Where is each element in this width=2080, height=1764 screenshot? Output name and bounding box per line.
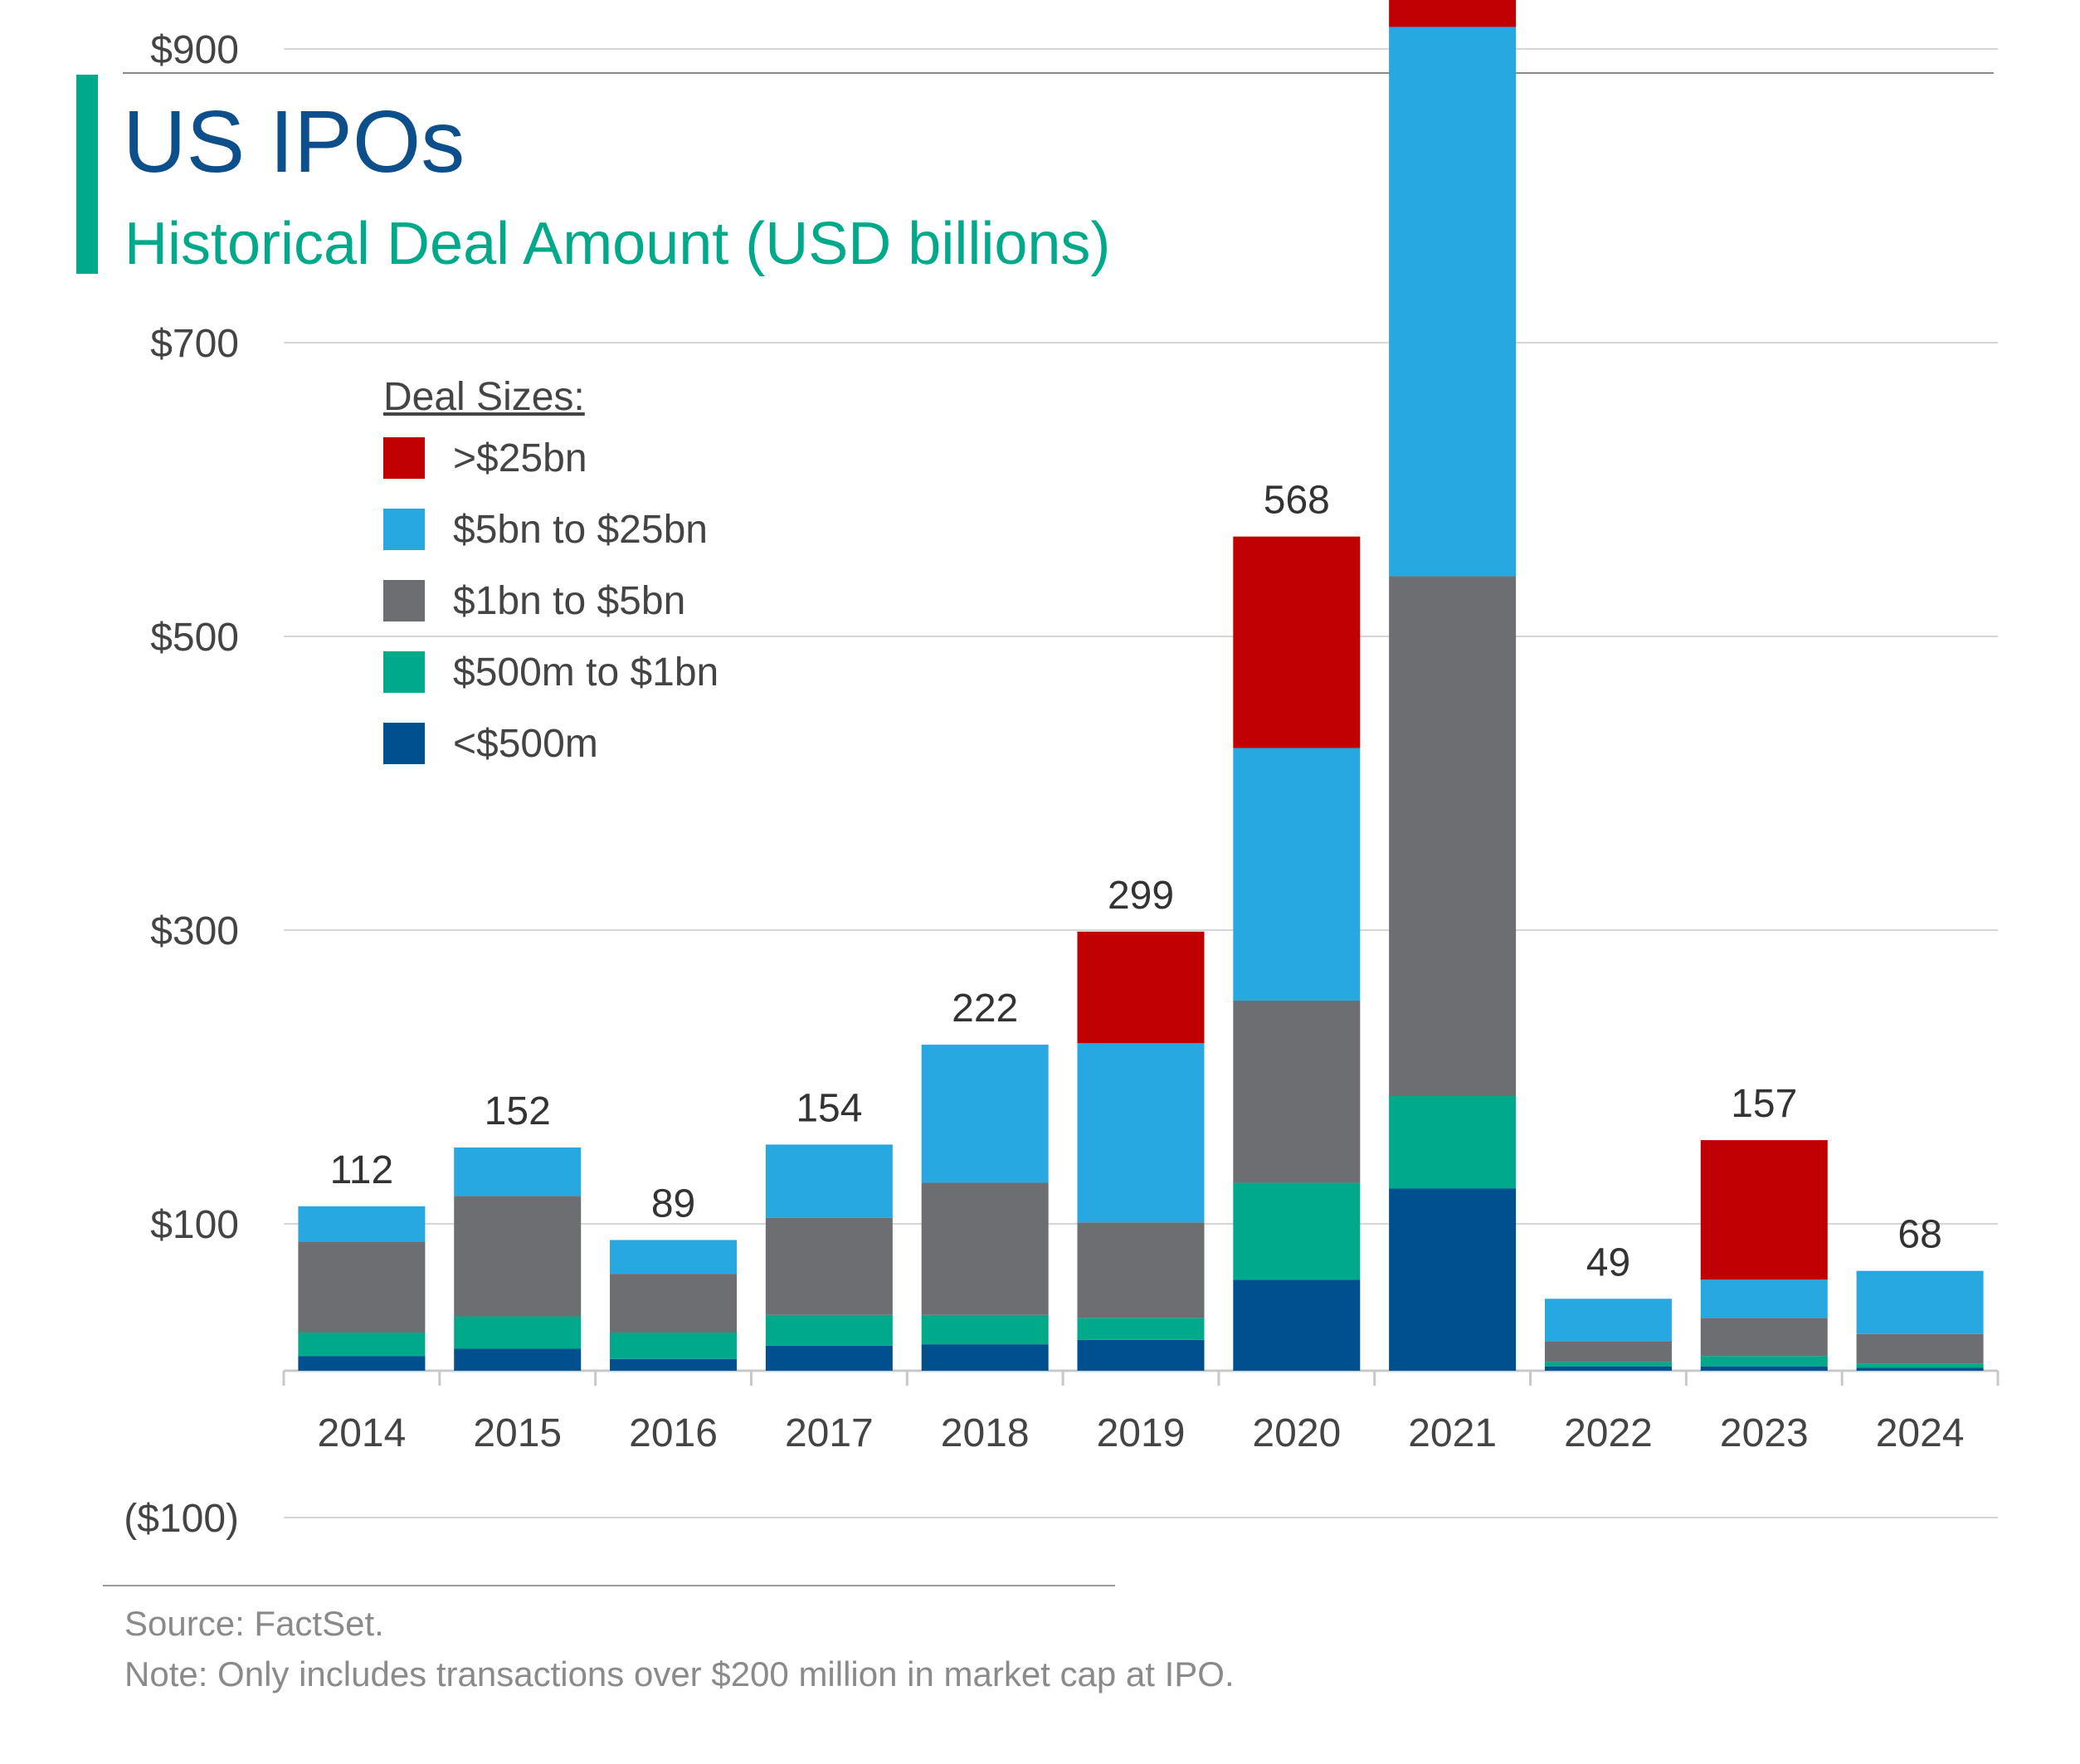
- bar-segment: [765, 1144, 893, 1218]
- legend-label: >$25bn: [453, 436, 587, 480]
- bar-segment: [1233, 536, 1361, 748]
- bar-segment: [921, 1314, 1049, 1345]
- top-rule: [123, 72, 1994, 74]
- bar-segment: [1233, 748, 1361, 1001]
- bar-segment: [454, 1316, 582, 1349]
- y-tick-label: ($100): [124, 1497, 239, 1541]
- bar-segment: [921, 1045, 1049, 1183]
- bar-segment: [765, 1314, 893, 1346]
- bar-segment: [1856, 1333, 1984, 1364]
- bar-segment: [610, 1358, 738, 1371]
- x-tick-label: 2016: [629, 1411, 718, 1455]
- legend-swatch: [383, 580, 425, 621]
- footer-rule: [103, 1585, 1115, 1586]
- total-data-label: 68: [1897, 1213, 1941, 1257]
- total-data-label: 49: [1586, 1240, 1630, 1284]
- total-data-label: 157: [1731, 1082, 1797, 1126]
- labels: ($100)$100$300$500$700$900$1,100$1,30020…: [124, 28, 1965, 1541]
- total-data-label: 152: [485, 1089, 551, 1133]
- bar-segment: [610, 1274, 738, 1333]
- y-tick-label: $900: [150, 28, 239, 72]
- legend-label: $500m to $1bn: [453, 651, 719, 694]
- y-tick-label: $300: [150, 909, 239, 953]
- bar-segment: [921, 1182, 1049, 1315]
- bar-segment: [454, 1196, 582, 1317]
- bar-segment: [1077, 1043, 1205, 1223]
- x-tick-label: 2018: [941, 1411, 1030, 1455]
- legend-swatch: [383, 437, 425, 479]
- bar-segment: [454, 1348, 582, 1371]
- bar-segment: [1700, 1140, 1828, 1280]
- x-tick-label: 2019: [1097, 1411, 1186, 1455]
- bar-segment: [298, 1332, 426, 1357]
- bar-segment: [610, 1240, 738, 1274]
- x-tick-label: 2022: [1564, 1411, 1653, 1455]
- total-data-label: 222: [952, 987, 1018, 1031]
- x-tick-label: 2023: [1720, 1411, 1809, 1455]
- chart-subtitle: Historical Deal Amount (USD billions): [124, 211, 1111, 277]
- bar-segment: [298, 1206, 426, 1242]
- x-tick-label: 2020: [1252, 1411, 1341, 1455]
- bar-segment: [1700, 1366, 1828, 1371]
- legend-swatch: [383, 651, 425, 693]
- bar-segment: [1233, 1279, 1361, 1371]
- bar-segment: [1700, 1279, 1828, 1318]
- bar-segment: [1544, 1366, 1672, 1371]
- y-tick-label: $500: [150, 616, 239, 660]
- source-note: Source: FactSet.: [124, 1604, 384, 1643]
- x-tick-label: 2024: [1876, 1411, 1965, 1455]
- legend-swatch: [383, 509, 425, 550]
- bar-segment: [765, 1345, 893, 1371]
- bar-segment: [921, 1344, 1049, 1371]
- bar-segment: [1233, 1182, 1361, 1280]
- title-accent-bar: [76, 75, 98, 274]
- bar-segment: [1544, 1362, 1672, 1367]
- bar-segment: [1233, 1000, 1361, 1183]
- y-tick-label: $100: [150, 1203, 239, 1247]
- chart-title: US IPOs: [123, 93, 465, 191]
- bar-segment: [298, 1241, 426, 1333]
- bar-segment: [1389, 27, 1517, 577]
- x-tick-label: 2017: [785, 1411, 874, 1455]
- bar-segment: [1077, 1339, 1205, 1371]
- bar-segment: [1389, 1188, 1517, 1371]
- legend: Deal Sizes: >$25bn $5bn to $25bn $1bn to…: [383, 375, 719, 764]
- total-data-label: 154: [796, 1086, 862, 1130]
- total-data-label: 299: [1108, 874, 1174, 918]
- total-data-label: 89: [651, 1182, 695, 1226]
- bar-segment: [298, 1356, 426, 1371]
- y-tick-label: $700: [150, 322, 239, 366]
- bar-segment: [1700, 1318, 1828, 1357]
- bars: [298, 0, 1984, 1371]
- bar-segment: [1856, 1367, 1984, 1371]
- bar-segment: [1077, 1222, 1205, 1318]
- bar-segment: [1389, 1096, 1517, 1189]
- bar-segment: [1856, 1270, 1984, 1334]
- bar-segment: [1544, 1299, 1672, 1342]
- x-tick-label: 2021: [1408, 1411, 1497, 1455]
- legend-swatch: [383, 723, 425, 764]
- bar-segment: [1700, 1356, 1828, 1367]
- bar-segment: [765, 1217, 893, 1315]
- bar-segment: [1077, 1318, 1205, 1340]
- footnote: Note: Only includes transactions over $2…: [124, 1654, 1235, 1693]
- bar-segment: [454, 1147, 582, 1196]
- bar-segment: [1389, 576, 1517, 1097]
- bar-segment: [1389, 0, 1517, 27]
- bar-segment: [1544, 1341, 1672, 1362]
- x-tick-label: 2014: [318, 1411, 407, 1455]
- legend-title: Deal Sizes:: [383, 375, 585, 419]
- legend-label: <$500m: [453, 722, 598, 766]
- total-data-label: 112: [330, 1148, 394, 1192]
- legend-label: $1bn to $5bn: [453, 579, 686, 623]
- bar-segment: [1856, 1363, 1984, 1368]
- x-tick-label: 2015: [473, 1411, 562, 1455]
- bar-segment: [1077, 931, 1205, 1044]
- legend-label: $5bn to $25bn: [453, 508, 708, 552]
- total-data-label: 568: [1264, 479, 1330, 523]
- bar-segment: [610, 1332, 738, 1359]
